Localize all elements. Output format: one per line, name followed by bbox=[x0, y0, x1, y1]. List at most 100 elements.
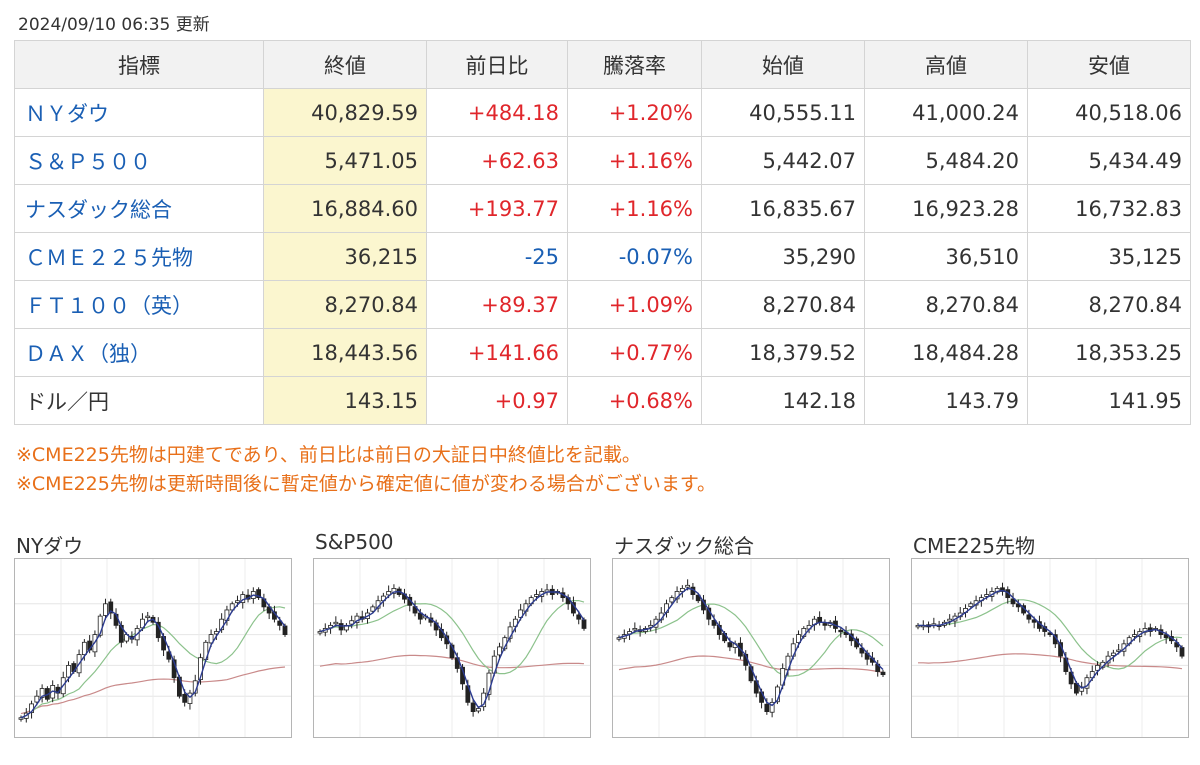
index-name-cell: ドル／円 bbox=[14, 376, 264, 425]
index-name-cell[interactable]: ＦＴ１００（英） bbox=[14, 280, 264, 329]
candle-body bbox=[282, 625, 288, 635]
open-cell: 18,379.52 bbox=[701, 328, 865, 377]
high-cell: 36,510 bbox=[864, 232, 1028, 281]
index-name-cell[interactable]: ＣＭＥ２２５先物 bbox=[14, 232, 264, 281]
candle-body bbox=[632, 628, 638, 631]
candle-body bbox=[817, 616, 823, 623]
high-cell: 16,923.28 bbox=[864, 184, 1028, 233]
candle-body bbox=[838, 629, 844, 633]
candle-body bbox=[145, 615, 151, 619]
low-cell: 8,270.84 bbox=[1027, 280, 1191, 329]
open-cell: 142.18 bbox=[701, 376, 865, 425]
candle-body bbox=[1132, 634, 1137, 637]
candle-body bbox=[103, 603, 108, 616]
open-cell: 8,270.84 bbox=[701, 280, 865, 329]
candle-body bbox=[576, 614, 582, 620]
candle-body bbox=[679, 587, 685, 592]
candle-body bbox=[317, 631, 323, 634]
high-cell: 41,000.24 bbox=[864, 88, 1028, 137]
column-header-change: 前日比 bbox=[426, 40, 568, 89]
candle-body bbox=[711, 620, 717, 626]
candle-body bbox=[685, 584, 691, 588]
candle-body bbox=[81, 641, 87, 656]
chart-title: NYダウ bbox=[16, 534, 84, 558]
candle-body bbox=[1179, 647, 1185, 657]
high-cell: 8,270.84 bbox=[864, 280, 1028, 329]
chart-title: CME225先物 bbox=[913, 534, 1036, 558]
low-cell: 16,732.83 bbox=[1027, 184, 1191, 233]
candle-body bbox=[370, 606, 376, 612]
index-name-cell[interactable]: ＮＹダウ bbox=[14, 88, 264, 137]
chart-card-nydow[interactable]: NYダウ bbox=[14, 530, 292, 738]
column-header-rate: 騰落率 bbox=[567, 40, 702, 89]
chart-frame[interactable] bbox=[14, 558, 292, 738]
footnote: ※CME225先物は円建てであり、前日比は前日の大証日中終値比を記載。 bbox=[16, 444, 641, 466]
candle-body bbox=[34, 695, 40, 703]
table-row: ＦＴ１００（英） 8,270.84 +89.37 +1.09% 8,270.84 8,27… bbox=[14, 280, 1191, 329]
table-row: Ｓ＆Ｐ５００ 5,471.05 +62.63 +1.16% 5,442.07 5,484.… bbox=[14, 136, 1191, 185]
index-link[interactable]: ＦＴ１００（英） bbox=[25, 293, 193, 318]
rate-cell: +0.77% bbox=[567, 328, 702, 377]
column-header-open: 始値 bbox=[701, 40, 865, 89]
chart-card-nasdaq[interactable]: ナスダック総合 bbox=[612, 530, 890, 738]
column-header-high: 高値 bbox=[864, 40, 1028, 89]
candlestick-chart bbox=[912, 559, 1188, 737]
index-name-cell[interactable]: Ｓ＆Ｐ５００ bbox=[14, 136, 264, 185]
rate-cell: -0.07% bbox=[567, 232, 702, 281]
moving-average-mid bbox=[918, 599, 1183, 670]
moving-average-mid bbox=[618, 603, 884, 677]
table-row: ドル／円 143.15 +0.97 +0.68% 142.18 143.79 141.95 bbox=[14, 376, 1191, 425]
candle-body bbox=[1000, 587, 1005, 592]
moving-average-short bbox=[618, 587, 884, 707]
table-row: ＣＭＥ２２５先物 36,215 -25 -0.07% 35,290 36,510 35,12… bbox=[14, 232, 1191, 281]
moving-average-short bbox=[319, 590, 585, 709]
moving-average-mid bbox=[20, 606, 286, 719]
candle-body bbox=[1095, 665, 1100, 671]
index-link[interactable]: Ｓ＆Ｐ５００ bbox=[25, 149, 151, 174]
change-cell: +193.77 bbox=[426, 184, 568, 233]
chart-card-cme225[interactable]: CME225先物 bbox=[911, 530, 1189, 738]
low-cell: 5,434.49 bbox=[1027, 136, 1191, 185]
candle-body bbox=[18, 717, 24, 720]
candle-body bbox=[769, 701, 775, 713]
column-header-close: 終値 bbox=[263, 40, 427, 89]
open-cell: 16,835.67 bbox=[701, 184, 865, 233]
index-name-cell[interactable]: ＤＡＸ（独） bbox=[14, 328, 264, 377]
change-cell: +62.63 bbox=[426, 136, 568, 185]
open-cell: 40,555.11 bbox=[701, 88, 865, 137]
chart-frame[interactable] bbox=[612, 558, 890, 738]
footnote: ※CME225先物は更新時間後に暫定値から確定値に値が変わる場合がございます。 bbox=[16, 473, 716, 495]
index-link[interactable]: ＣＭＥ２２５先物 bbox=[25, 245, 193, 270]
candle-body bbox=[66, 665, 71, 678]
candle-body bbox=[497, 646, 502, 656]
open-cell: 5,442.07 bbox=[701, 136, 865, 185]
index-link[interactable]: ＤＡＸ（独） bbox=[25, 341, 151, 366]
close-cell: 143.15 bbox=[263, 376, 427, 425]
high-cell: 18,484.28 bbox=[864, 328, 1028, 377]
rate-cell: +0.68% bbox=[567, 376, 702, 425]
rate-cell: +1.16% bbox=[567, 184, 702, 233]
candle-body bbox=[534, 594, 539, 597]
chart-frame[interactable] bbox=[313, 558, 591, 738]
chart-frame[interactable] bbox=[911, 558, 1189, 738]
candle-body bbox=[182, 693, 188, 703]
index-link[interactable]: ＮＹダウ bbox=[25, 101, 109, 126]
footnotes: ※CME225先物は円建てであり、前日比は前日の大証日中終値比を記載。 ※CME… bbox=[16, 441, 716, 499]
candle-body bbox=[518, 609, 524, 618]
index-label: ドル／円 bbox=[25, 389, 109, 414]
candle-body bbox=[581, 619, 587, 629]
chart-card-sp500[interactable]: S&P500 bbox=[313, 530, 591, 738]
change-cell: +89.37 bbox=[426, 280, 568, 329]
candle-body bbox=[822, 623, 828, 626]
index-name-cell[interactable]: ナスダック総合 bbox=[14, 184, 264, 233]
index-link[interactable]: ナスダック総合 bbox=[25, 197, 172, 222]
moving-average-short bbox=[20, 594, 286, 719]
chart-title: S&P500 bbox=[315, 530, 394, 554]
column-header-index: 指標 bbox=[14, 40, 264, 89]
candle-body bbox=[338, 623, 344, 631]
rate-cell: +1.16% bbox=[567, 136, 702, 185]
candle-body bbox=[859, 647, 865, 654]
close-cell: 16,884.60 bbox=[263, 184, 427, 233]
candle-body bbox=[277, 620, 283, 626]
change-cell: -25 bbox=[426, 232, 568, 281]
